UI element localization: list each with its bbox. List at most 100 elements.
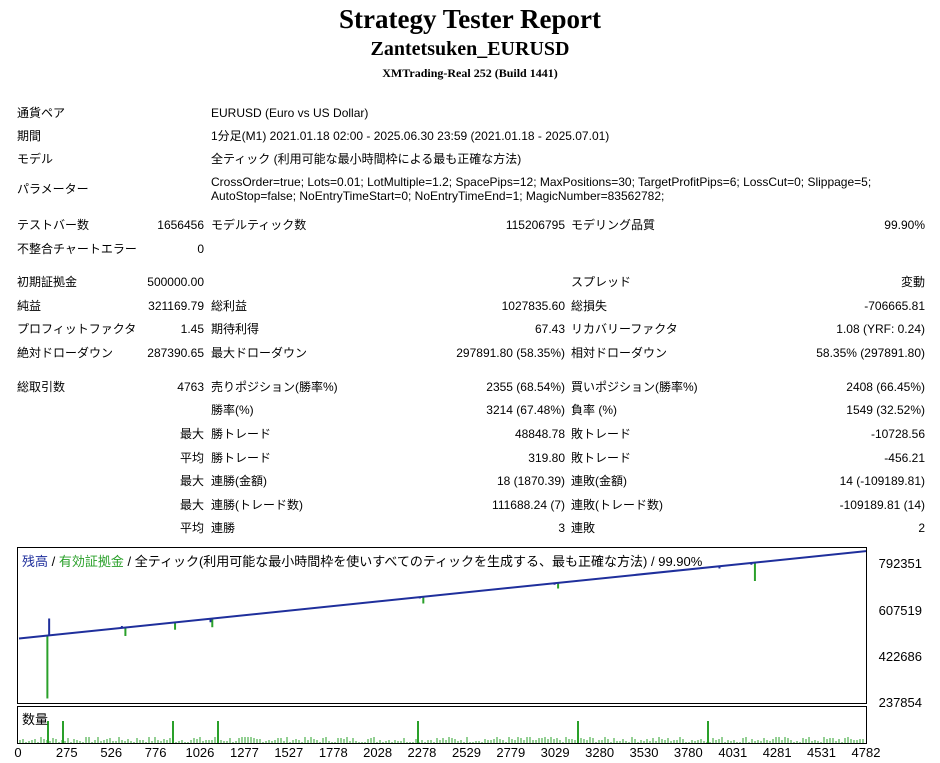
cons-loss-value: 14 (-109189.81)	[839, 474, 925, 488]
balance-line-0	[18, 550, 866, 640]
legend-equity: 有効証拠金	[58, 554, 124, 569]
period-value: 1分足(M1) 2021.01.18 02:00 - 2025.06.30 23…	[211, 129, 610, 143]
bars-label: テストバー数	[17, 218, 90, 232]
x-tick-label: 2779	[496, 745, 526, 760]
model-label: モデル	[17, 152, 54, 166]
quality-value: 99.90%	[884, 218, 925, 232]
y-tick-label: 237854	[878, 695, 922, 710]
x-tick-label: 1778	[318, 745, 348, 760]
mismatch-value: 0	[197, 242, 204, 256]
pf-label: プロフィットファクタ	[17, 322, 137, 336]
x-tick-label: 275	[55, 745, 78, 760]
ticks-label: モデルティック数	[211, 218, 307, 232]
avg-loss-label: 敗トレード	[571, 451, 632, 465]
abs-dd-value: 287390.65	[147, 346, 204, 360]
period-label: 期間	[17, 129, 42, 143]
max-label-3: 最大	[179, 498, 204, 512]
avg-label-1: 平均	[179, 451, 204, 465]
largest-win-value: 48848.78	[514, 427, 565, 441]
deposit-label: 初期証拠金	[17, 275, 78, 289]
pf-value: 1.45	[180, 322, 204, 336]
params-line1: CrossOrder=true; Lots=0.01; LotMultiple=…	[211, 175, 872, 189]
params-line2: AutoStop=false; NoEntryTimeStart=0; NoEn…	[211, 189, 665, 203]
x-tick-label: 3530	[629, 745, 659, 760]
spread-value: 変動	[900, 275, 925, 289]
mismatch-label: 不整合チャートエラー	[17, 242, 137, 256]
cons-profit-value: 111688.24 (7)	[492, 498, 565, 512]
x-tick-label: 2529	[452, 745, 481, 760]
avg-cons-win-label: 連勝	[211, 521, 236, 535]
cons-loss-label: 連敗(金額)	[571, 474, 627, 488]
expected-value: 67.43	[534, 322, 565, 336]
x-tick-label: 3280	[585, 745, 615, 760]
legend-model: 全ティック(利用可能な最小時間枠を使いすべてのティックを生成する、最も正確な方法…	[134, 554, 703, 569]
largest-loss-value: -10728.56	[870, 427, 925, 441]
avg-cons-loss-label: 連敗	[571, 521, 596, 535]
legend-sep-1: /	[48, 554, 59, 569]
trades-value: 4763	[177, 380, 204, 394]
net-label: 純益	[17, 299, 42, 313]
x-tick-label: 2028	[363, 745, 393, 760]
max-dd-label: 最大ドローダウン	[211, 346, 308, 360]
winrate-label: 勝率(%)	[211, 403, 254, 417]
net-value: 321169.79	[148, 299, 204, 313]
deposit-value: 500000.00	[147, 275, 204, 289]
expected-label: 期待利得	[211, 322, 260, 336]
long-value: 2408 (66.45%)	[846, 380, 925, 394]
gross-loss-label: 総損失	[571, 299, 608, 313]
model-value: 全ティック (利用可能な最小時間枠による最も正確な方法)	[211, 152, 522, 166]
volume-label: 数量	[22, 712, 49, 727]
avg-cons-loss-value: 2	[918, 521, 925, 535]
bars-value: 1656456	[157, 218, 204, 232]
x-tick-label: 2278	[407, 745, 437, 760]
x-tick-label: 4031	[718, 745, 748, 760]
quality-label: モデリング品質	[571, 218, 656, 232]
x-tick-label: 776	[144, 745, 167, 760]
expert-name: Zantetsuken_EURUSD	[370, 38, 570, 60]
ticks-value: 115206795	[505, 218, 565, 232]
cons-win-value: 18 (1870.39)	[496, 474, 565, 488]
x-tick-label: 0	[14, 745, 22, 760]
spread-label: スプレッド	[571, 275, 632, 289]
volume-chart-svg	[19, 721, 864, 743]
cons-win-label: 連勝(金額)	[211, 474, 267, 488]
x-tick-label: 3029	[540, 745, 570, 760]
avg-win-value: 319.80	[528, 451, 565, 465]
cons-profit-label: 連勝(トレード数)	[211, 498, 303, 512]
cons-lossamt-label: 連敗(トレード数)	[571, 498, 663, 512]
long-label: 買いポジション(勝率%)	[571, 380, 698, 394]
x-tick-label: 4281	[762, 745, 792, 760]
gross-profit-label: 総利益	[211, 299, 248, 313]
avg-loss-value: -456.21	[884, 451, 925, 465]
abs-dd-label: 絶対ドローダウン	[17, 346, 114, 360]
legend-sep-2: /	[123, 554, 135, 569]
x-tick-label: 1527	[274, 745, 304, 760]
gross-profit-value: 1027835.60	[501, 299, 565, 313]
avg-win-label: 勝トレード	[211, 451, 272, 465]
x-tick-label: 4782	[851, 745, 881, 760]
gross-loss-value: -706665.81	[864, 299, 925, 313]
winrate-value: 3214 (67.48%)	[486, 403, 565, 417]
x-tick-label: 1277	[229, 745, 259, 760]
chart-legend: 残高 / 有効証拠金 / 全ティック(利用可能な最小時間枠を使いすべてのティック…	[22, 551, 702, 570]
trades-label: 総取引数	[17, 380, 66, 394]
legend-balance: 残高	[22, 554, 49, 569]
x-tick-label: 526	[100, 745, 123, 760]
lossrate-value: 1549 (32.52%)	[846, 403, 925, 417]
recovery-label: リカバリーファクタ	[571, 322, 678, 336]
balance-chart-svg	[18, 550, 866, 699]
cons-lossamt-value: -109189.81 (14)	[839, 498, 925, 512]
max-dd-value: 297891.80 (58.35%)	[456, 346, 565, 360]
pair-label: 通貨ペア	[17, 106, 66, 120]
y-tick-label: 422686	[878, 648, 922, 664]
max-label-2: 最大	[179, 474, 204, 488]
avg-cons-win-value: 3	[558, 521, 565, 535]
recovery-value: 1.08 (YRF: 0.24)	[836, 322, 925, 336]
short-label: 売りポジション(勝率%)	[211, 380, 338, 394]
rel-dd-value: 58.35% (297891.80)	[816, 346, 925, 360]
x-tick-label: 3780	[673, 745, 703, 760]
lossrate-label: 負率 (%)	[571, 403, 617, 417]
short-value: 2355 (68.54%)	[486, 380, 565, 394]
server-name: XMTrading-Real 252 (Build 1441)	[382, 66, 558, 80]
max-label-1: 最大	[179, 427, 204, 441]
